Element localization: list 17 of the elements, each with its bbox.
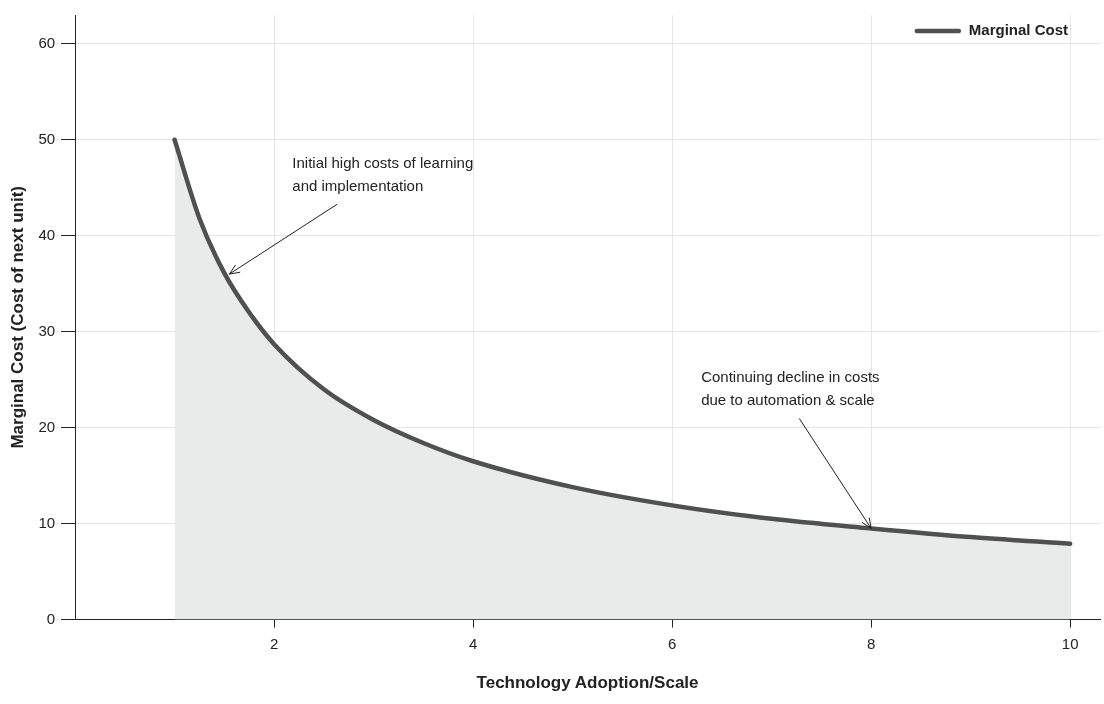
- annotation: Continuing decline in costs due to automation & scale: [701, 368, 880, 409]
- x-tick-label: 4: [468, 634, 478, 652]
- y-tick-label: 50: [38, 129, 56, 147]
- y-axis-title: Marginal Cost (Cost of next unit): [7, 186, 27, 449]
- x-tick-label: 8: [866, 634, 876, 652]
- y-tick-label: 0: [46, 609, 56, 627]
- y-tick-label: 30: [38, 321, 56, 339]
- x-tick-label: 10: [1061, 634, 1079, 652]
- x-tick-label: 2: [269, 634, 279, 652]
- legend-label: Marginal Cost: [968, 21, 1069, 39]
- y-tick-label: 60: [38, 33, 56, 51]
- x-tick-label: 6: [667, 634, 677, 652]
- x-axis-title: Technology Adoption/Scale: [476, 673, 699, 693]
- y-tick-label: 40: [38, 225, 56, 243]
- y-tick-label: 10: [38, 513, 56, 531]
- annotation: Initial high costs of learning and implementation: [292, 153, 474, 194]
- y-tick-label: 20: [38, 417, 56, 435]
